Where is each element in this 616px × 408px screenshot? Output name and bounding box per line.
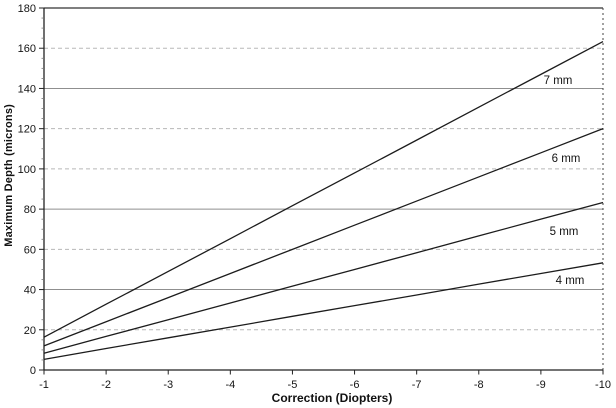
y-tick-label: 120 bbox=[18, 124, 36, 136]
x-tick-label: -1 bbox=[39, 379, 49, 391]
x-tick-label: -8 bbox=[474, 379, 484, 391]
x-tick-label: -5 bbox=[288, 379, 298, 391]
series-line-5mm bbox=[43, 201, 604, 354]
x-tick-label: -6 bbox=[350, 379, 360, 391]
x-tick-label: -10 bbox=[595, 379, 611, 391]
y-tick-label: 40 bbox=[24, 285, 36, 297]
y-tick-label: 100 bbox=[18, 164, 36, 176]
y-tick-label: 60 bbox=[24, 244, 36, 256]
series-line-7mm bbox=[43, 41, 604, 338]
x-tick-label: -7 bbox=[412, 379, 422, 391]
series-label-4mm: 4 mm bbox=[556, 275, 585, 287]
series-label-6mm: 6 mm bbox=[552, 153, 581, 165]
series-line-4mm bbox=[43, 262, 604, 360]
series-line-6mm bbox=[43, 128, 604, 347]
y-tick-label: 20 bbox=[24, 325, 36, 337]
y-tick-label: 80 bbox=[24, 204, 36, 216]
x-tick-label: -3 bbox=[163, 379, 173, 391]
y-tick-label: 0 bbox=[30, 365, 36, 377]
x-axis-title: Correction (Diopters) bbox=[271, 391, 393, 405]
y-axis-title: Maximum Depth (microns) bbox=[3, 104, 15, 247]
x-tick-label: -4 bbox=[225, 379, 235, 391]
y-tick-label: 180 bbox=[18, 3, 36, 15]
x-tick-label: -2 bbox=[101, 379, 111, 391]
series-label-5mm: 5 mm bbox=[550, 226, 579, 238]
y-tick-label: 140 bbox=[18, 83, 36, 95]
y-tick-label: 160 bbox=[18, 43, 36, 55]
x-tick-label: -9 bbox=[536, 379, 546, 391]
series-label-7mm: 7 mm bbox=[544, 75, 573, 87]
